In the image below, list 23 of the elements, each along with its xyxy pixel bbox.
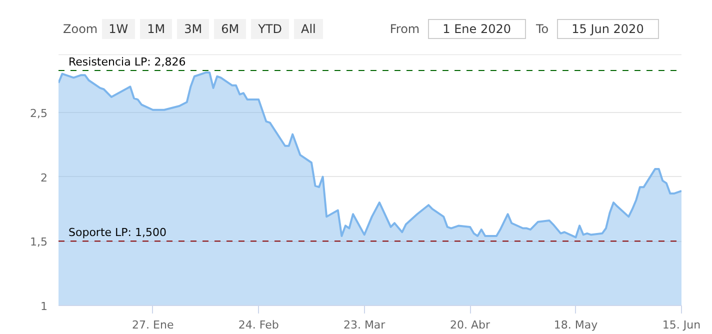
y-tick-label: 2,5	[30, 106, 48, 120]
text: 6M	[214, 19, 246, 39]
text: 1W	[102, 19, 136, 39]
text: Zoom	[63, 22, 98, 36]
ref-line-label: Soporte LP: 1,500	[68, 226, 166, 240]
x-tick-label: 23. Mar	[343, 318, 386, 332]
y-tick-label: 1,5	[30, 236, 48, 249]
text: 1 Ene 2020	[428, 19, 526, 39]
text: All	[294, 19, 323, 39]
y-tick-label: 1	[40, 300, 48, 313]
x-tick-label: 15. Jun	[662, 318, 701, 332]
x-tick-label: 27. Ene	[132, 318, 174, 332]
text: YTD	[251, 19, 289, 39]
text: 1M	[140, 19, 172, 39]
text: To	[536, 22, 549, 36]
y-tick-label: 2	[40, 171, 48, 184]
ref-line-label: Resistencia LP: 2,826	[68, 55, 186, 68]
x-tick-label: 20. Abr	[450, 318, 491, 332]
x-tick-label: 18. May	[554, 318, 598, 332]
text: From	[390, 22, 420, 36]
text: 15 Jun 2020	[556, 19, 659, 39]
x-tick-label: 24. Feb	[238, 318, 279, 332]
text: 3M	[177, 19, 210, 39]
